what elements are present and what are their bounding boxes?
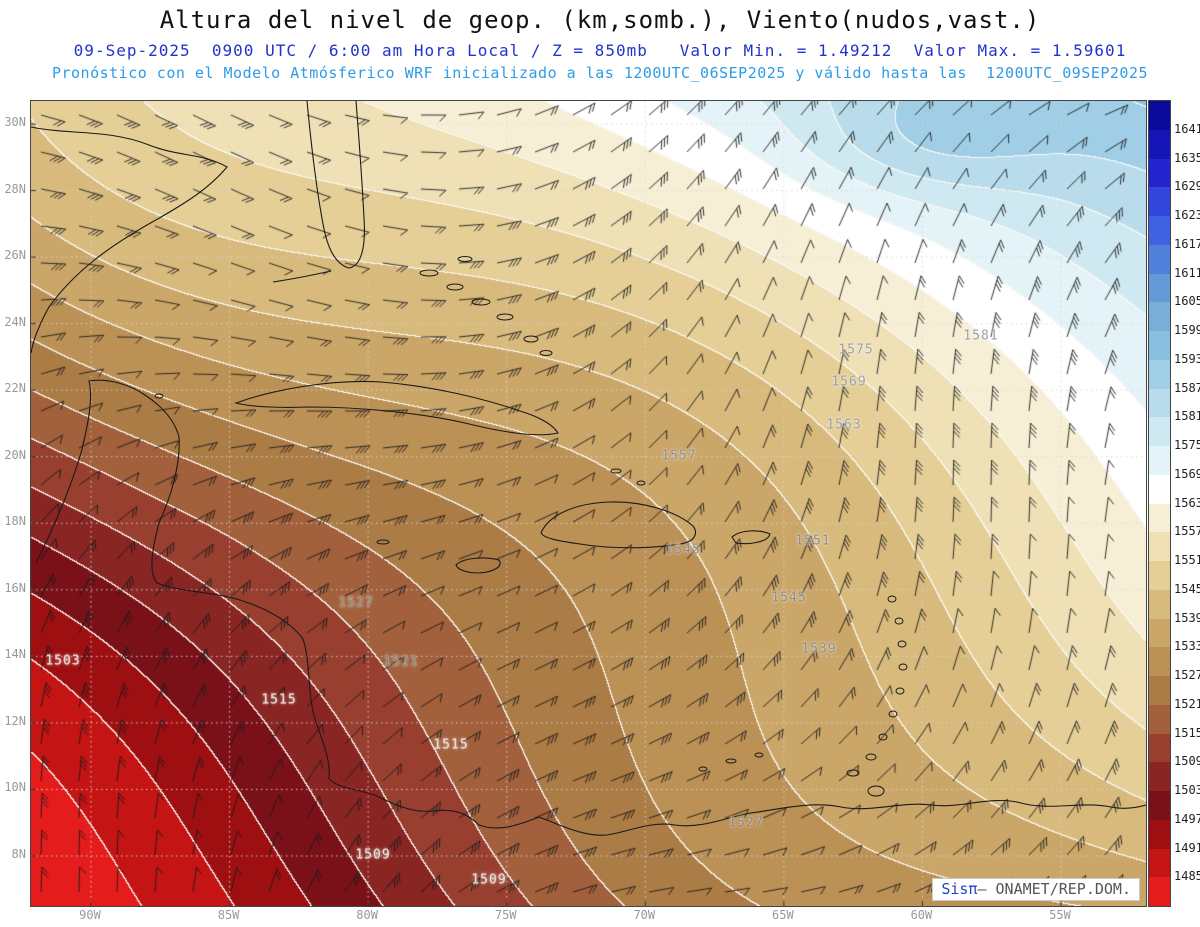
- lat-tick-label: 22N: [4, 381, 26, 396]
- colorbar-segment: [1149, 561, 1170, 590]
- lat-tick-label: 8N: [11, 846, 26, 861]
- map-title: Altura del nivel de geop. (km,somb.), Vi…: [159, 6, 1041, 34]
- lon-tick-label: 70W: [633, 908, 656, 922]
- colorbar-segment: [1149, 101, 1170, 130]
- map-subtitle-validtime: 09-Sep-2025 0900 UTC / 6:00 am Hora Loca…: [73, 41, 1127, 60]
- colorbar-tick-label: 1551: [1174, 553, 1200, 567]
- colorbar-segment: [1149, 819, 1170, 849]
- colorbar-tick-label: 1503: [1174, 783, 1200, 797]
- colorbar-tick-label: 1629: [1174, 179, 1200, 194]
- colorbar-segment: [1149, 618, 1170, 648]
- colorbar-segment: [1149, 273, 1170, 303]
- colorbar-tick-label: 1527: [1174, 668, 1200, 682]
- colorbar-tick-label: 1539: [1174, 610, 1200, 625]
- colorbar-tick-label: 1515: [1174, 725, 1200, 740]
- colorbar-tick-label: 1569: [1174, 466, 1200, 481]
- colorbar-segment: [1149, 762, 1170, 791]
- colorbar-segment: [1149, 877, 1170, 906]
- colorbar-tick-label: 1611: [1174, 265, 1200, 280]
- colorbar-segment: [1149, 359, 1170, 389]
- credit-logo: Sisπ: [941, 880, 978, 898]
- colorbar-segment: [1149, 331, 1170, 360]
- lat-tick-label: 20N: [4, 447, 26, 462]
- lon-tick-label: 85W: [217, 908, 240, 922]
- colorbar-tick-label: 1599: [1174, 323, 1200, 337]
- colorbar-tick-label: 1521: [1174, 696, 1200, 711]
- colorbar-tick-label: 1545: [1174, 581, 1200, 596]
- lat-tick-label: 10N: [4, 780, 26, 795]
- lat-tick-label: 12N: [4, 713, 26, 728]
- colorbar-segment: [1149, 302, 1170, 331]
- colorbar-tick-label: 1491: [1174, 840, 1200, 855]
- lon-tick-label: 90W: [79, 908, 101, 922]
- lat-tick-label: 28N: [4, 181, 26, 196]
- colorbar-tick-label: 1593: [1174, 351, 1200, 366]
- credit-text: – ONAMET/REP.DOM.: [977, 880, 1131, 898]
- colorbar-tick-label: 1575: [1174, 438, 1200, 452]
- colorbar-segment: [1149, 676, 1170, 705]
- colorbar-tick-label: 1563: [1174, 495, 1200, 510]
- colorbar-segment: [1149, 791, 1170, 820]
- colorbar-segment: [1149, 158, 1170, 188]
- credit-badge: Sisπ– ONAMET/REP.DOM.: [932, 878, 1140, 901]
- lat-tick-label: 24N: [4, 314, 26, 329]
- lon-tick-label: 65W: [772, 908, 794, 922]
- colorbar-segment: [1149, 417, 1170, 446]
- header: Altura del nivel de geop. (km,somb.), Vi…: [0, 6, 1200, 82]
- lat-tick-label: 14N: [4, 647, 26, 662]
- map-plot-area: 1581 1575 1569 1563 1557 1551 1545 1545 1539 1527…: [30, 100, 1147, 907]
- colorbar-tick-label: 1587: [1174, 380, 1200, 395]
- colorbar-labels: 1641 1635 1629 1623 1617 1611 1605 1599 1593 1587…: [1174, 100, 1200, 905]
- colorbar-tick-label: 1623: [1174, 208, 1200, 222]
- colorbar-tick-label: 1581: [1174, 409, 1200, 424]
- lat-tick-label: 16N: [4, 580, 26, 595]
- colorbar-tick-label: 1605: [1174, 294, 1200, 309]
- colorbar-segment: [1149, 129, 1170, 159]
- colorbar-tick-label: 1485: [1174, 869, 1200, 884]
- colorbar-tick-label: 1497: [1174, 811, 1200, 826]
- lon-tick-label: 80W: [356, 908, 378, 922]
- colorbar-segment: [1149, 216, 1170, 245]
- lat-tick-label: 30N: [4, 115, 26, 129]
- colorbar-tick-label: 1509: [1174, 754, 1200, 769]
- colorbar-tick-label: 1641: [1174, 121, 1200, 136]
- colorbar-segment: [1149, 244, 1170, 274]
- colorbar-segment: [1149, 532, 1170, 561]
- lon-tick-label: 60W: [910, 908, 933, 922]
- lon-tick-label: 75W: [494, 908, 517, 922]
- geopotential-shaded-field-canvas: [31, 101, 1146, 906]
- colorbar-segment: [1149, 388, 1170, 418]
- colorbar-segment: [1149, 503, 1170, 533]
- colorbar-tick-label: 1533: [1174, 639, 1200, 654]
- colorbar-segment: [1149, 733, 1170, 763]
- colorbar-segment: [1149, 589, 1170, 619]
- colorbar-segment: [1149, 704, 1170, 734]
- lat-tick-label: 18N: [4, 514, 26, 529]
- colorbar-tick-label: 1617: [1174, 236, 1200, 251]
- longitude-axis: 90W 85W 80W 75W 70W 65W 60W 55W: [30, 908, 1145, 924]
- lat-tick-label: 26N: [4, 248, 26, 263]
- lon-tick-label: 55W: [1049, 908, 1071, 922]
- colorbar-tick-label: 1635: [1174, 150, 1200, 165]
- forecast-model-info: Pronóstico con el Modelo Atmósferico WRF…: [51, 64, 1149, 82]
- colorbar-tick-label: 1557: [1174, 524, 1200, 539]
- colorbar-segment: [1149, 647, 1170, 676]
- colorbar-segment: [1149, 474, 1170, 504]
- colorbar-segment: [1149, 446, 1170, 475]
- colorbar: [1148, 100, 1171, 907]
- colorbar-segment: [1149, 848, 1170, 878]
- latitude-axis: 30N 28N 26N 24N 22N 20N 18N 16N 14N 12N 10N 8N: [0, 100, 26, 905]
- colorbar-segment: [1149, 187, 1170, 216]
